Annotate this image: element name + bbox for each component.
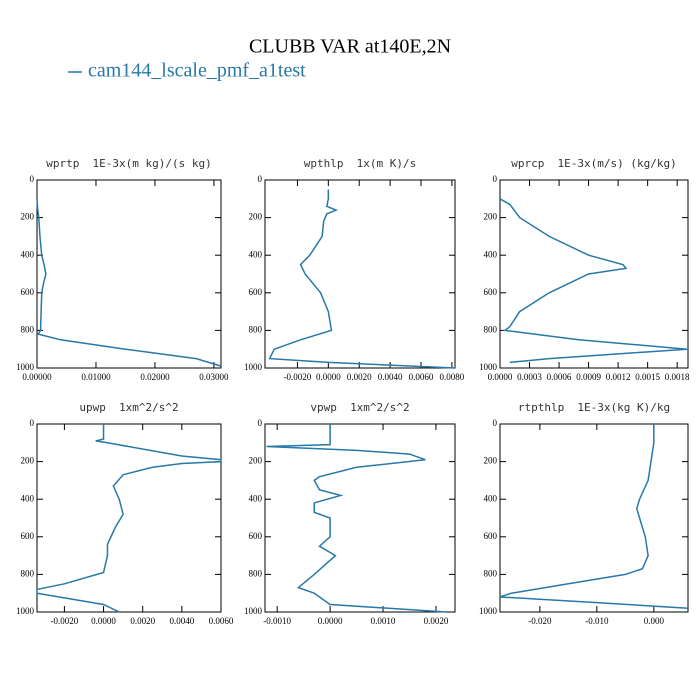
y-tick-label: 0	[493, 418, 498, 428]
x-tick-label: 0.01000	[81, 372, 111, 382]
x-tick-label: 0.000	[644, 616, 665, 626]
x-tick-label: 0.0060	[409, 372, 434, 382]
x-tick-label: 0.00000	[22, 372, 52, 382]
x-tick-label: 0.0015	[635, 372, 660, 382]
y-tick-label: 400	[249, 493, 263, 503]
plot-frame	[264, 423, 456, 613]
x-tick-label: -0.0010	[263, 616, 291, 626]
y-tick-label: 400	[484, 493, 498, 503]
y-tick-label: 1000	[244, 362, 263, 372]
x-tick-label: 0.0010	[371, 616, 396, 626]
y-tick-label: 200	[249, 212, 263, 222]
y-tick-label: 0	[30, 418, 35, 428]
y-tick-label: 600	[21, 287, 35, 297]
y-tick-label: 600	[484, 531, 498, 541]
x-tick-label: 0.0003	[517, 372, 542, 382]
y-tick-label: 800	[249, 568, 263, 578]
x-tick-label: 0.0000	[91, 616, 116, 626]
y-tick-label: 200	[21, 456, 35, 466]
x-tick-label: 0.0020	[347, 372, 372, 382]
y-tick-label: 1000	[479, 606, 498, 616]
plot-frame	[499, 423, 689, 613]
series-line	[36, 198, 222, 367]
x-tick-label: 0.03000	[199, 372, 229, 382]
y-tick-label: 800	[484, 324, 498, 334]
y-tick-label: 0	[258, 418, 263, 428]
panel-title: upwp 1xm^2/s^2	[79, 401, 178, 414]
x-tick-label: -0.0020	[284, 372, 312, 382]
x-tick-label: 0.0040	[378, 372, 403, 382]
panel-title: rtpthlp 1E-3x(kg K)/kg	[518, 401, 670, 414]
x-tick-label: 0.0080	[440, 372, 465, 382]
y-tick-label: 200	[21, 212, 35, 222]
plot-frame	[36, 423, 222, 613]
y-tick-label: 400	[249, 249, 263, 259]
x-tick-label: 0.0018	[665, 372, 690, 382]
panel-title: wprcp 1E-3x(m/s) (kg/kg)	[511, 157, 677, 170]
y-tick-label: 800	[249, 324, 263, 334]
series-line	[266, 424, 447, 613]
y-tick-label: 0	[493, 174, 498, 184]
series-line	[268, 189, 456, 369]
plot-frame	[264, 179, 456, 369]
y-tick-label: 1000	[244, 606, 263, 616]
y-tick-label: 1000	[479, 362, 498, 372]
y-tick-label: 0	[258, 174, 263, 184]
x-tick-label: 0.02000	[140, 372, 170, 382]
y-tick-label: 0	[30, 174, 35, 184]
x-tick-label: 0.0006	[547, 372, 572, 382]
series-line	[499, 424, 689, 609]
x-tick-label: -0.010	[585, 616, 609, 626]
y-tick-label: 600	[484, 287, 498, 297]
y-tick-label: 1000	[16, 606, 35, 616]
series-line	[499, 198, 688, 364]
x-tick-label: 0.0020	[130, 616, 155, 626]
plot-frame	[499, 179, 689, 369]
y-tick-label: 400	[21, 493, 35, 503]
y-tick-label: 800	[21, 568, 35, 578]
y-tick-label: 400	[21, 249, 35, 259]
x-tick-label: -0.020	[528, 616, 552, 626]
x-tick-label: 0.0000	[318, 616, 343, 626]
y-tick-label: 600	[249, 531, 263, 541]
page-title: CLUBB VAR at140E,2N	[249, 36, 451, 58]
y-tick-label: 600	[249, 287, 263, 297]
y-tick-label: 600	[21, 531, 35, 541]
y-tick-label: 200	[484, 456, 498, 466]
x-tick-label: 0.0040	[169, 616, 194, 626]
y-tick-label: 400	[484, 249, 498, 259]
x-tick-label: 0.0000	[316, 372, 341, 382]
legend-entry: cam144_lscale_pmf_a1test	[88, 60, 306, 82]
y-tick-label: 800	[484, 568, 498, 578]
plot-frame	[36, 179, 222, 369]
panel-title: wpthlp 1x(m K)/s	[304, 157, 417, 170]
y-tick-label: 1000	[16, 362, 35, 372]
x-tick-label: 0.0020	[424, 616, 449, 626]
x-tick-label: -0.0020	[51, 616, 79, 626]
x-tick-label: 0.0012	[606, 372, 631, 382]
x-tick-label: 0.0000	[488, 372, 513, 382]
series-line	[36, 424, 222, 613]
y-tick-label: 800	[21, 324, 35, 334]
panel-title: wprtp 1E-3x(m kg)/(s kg)	[46, 157, 212, 170]
y-tick-label: 200	[484, 212, 498, 222]
y-tick-label: 200	[249, 456, 263, 466]
panel-title: vpwp 1xm^2/s^2	[310, 401, 409, 414]
x-tick-label: 0.0060	[209, 616, 234, 626]
x-tick-label: 0.0009	[576, 372, 601, 382]
